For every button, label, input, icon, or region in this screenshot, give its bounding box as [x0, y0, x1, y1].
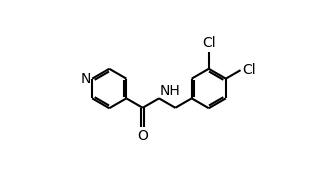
Text: NH: NH: [159, 84, 180, 98]
Text: N: N: [81, 72, 91, 86]
Text: O: O: [137, 129, 148, 143]
Text: Cl: Cl: [202, 36, 215, 50]
Text: Cl: Cl: [242, 63, 255, 77]
